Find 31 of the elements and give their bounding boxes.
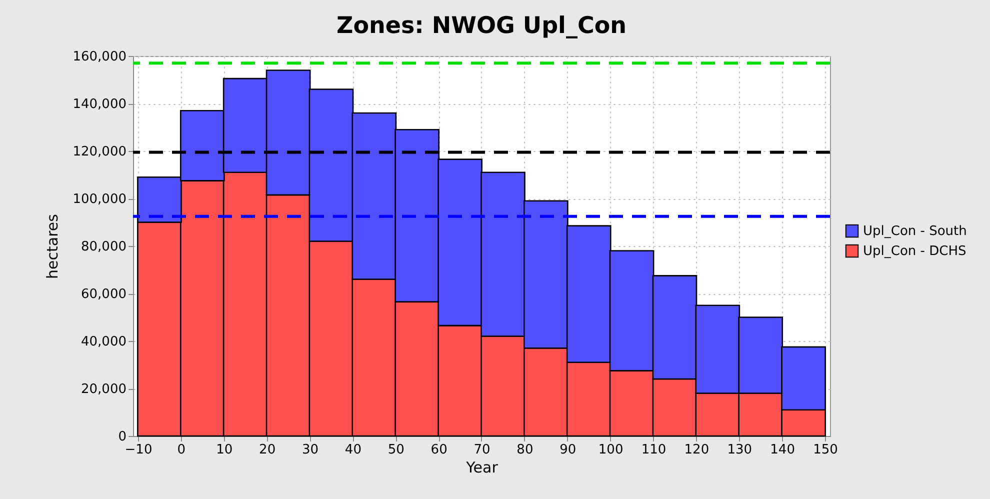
x-tick-label: 20 — [259, 442, 276, 458]
y-tick-label: 160,000 — [72, 50, 126, 64]
x-tick-label: 150 — [813, 442, 838, 458]
y-tick-label: 20,000 — [81, 382, 126, 397]
x-tick-label: 90 — [560, 442, 576, 458]
legend-label: Upl_Con - DCHS — [863, 244, 966, 259]
x-tick-label: 70 — [474, 442, 490, 458]
y-tick-label: 120,000 — [72, 144, 126, 160]
y-tick-label: 40,000 — [81, 334, 126, 350]
x-axis-title: Year — [465, 458, 499, 476]
x-tick-label: 120 — [684, 442, 710, 458]
x-tick-label: 30 — [302, 442, 319, 458]
y-tick-label: 0 — [118, 430, 126, 444]
y-tick-label: 140,000 — [72, 97, 126, 112]
x-tick-label: −10 — [124, 442, 152, 458]
x-tick-label: 50 — [388, 442, 404, 458]
y-axis-title: hectares — [44, 214, 62, 279]
legend-label: Upl_Con - South — [863, 224, 967, 239]
y-tick-label: 80,000 — [81, 240, 126, 254]
x-tick-label: 80 — [516, 442, 534, 458]
x-tick-label: 140 — [770, 442, 795, 458]
x-tick-label: 110 — [641, 442, 666, 458]
x-tick-label: 130 — [727, 442, 752, 458]
y-tick-label: 100,000 — [72, 192, 126, 207]
x-tick-label: 100 — [598, 442, 624, 458]
x-tick-label: 40 — [344, 442, 362, 458]
chart-title: Zones: NWOG Upl_Con — [336, 13, 626, 39]
x-tick-label: 60 — [430, 442, 448, 458]
x-tick-label: 0 — [177, 442, 186, 458]
y-tick-label: 60,000 — [81, 287, 126, 302]
x-tick-label: 10 — [216, 442, 233, 458]
